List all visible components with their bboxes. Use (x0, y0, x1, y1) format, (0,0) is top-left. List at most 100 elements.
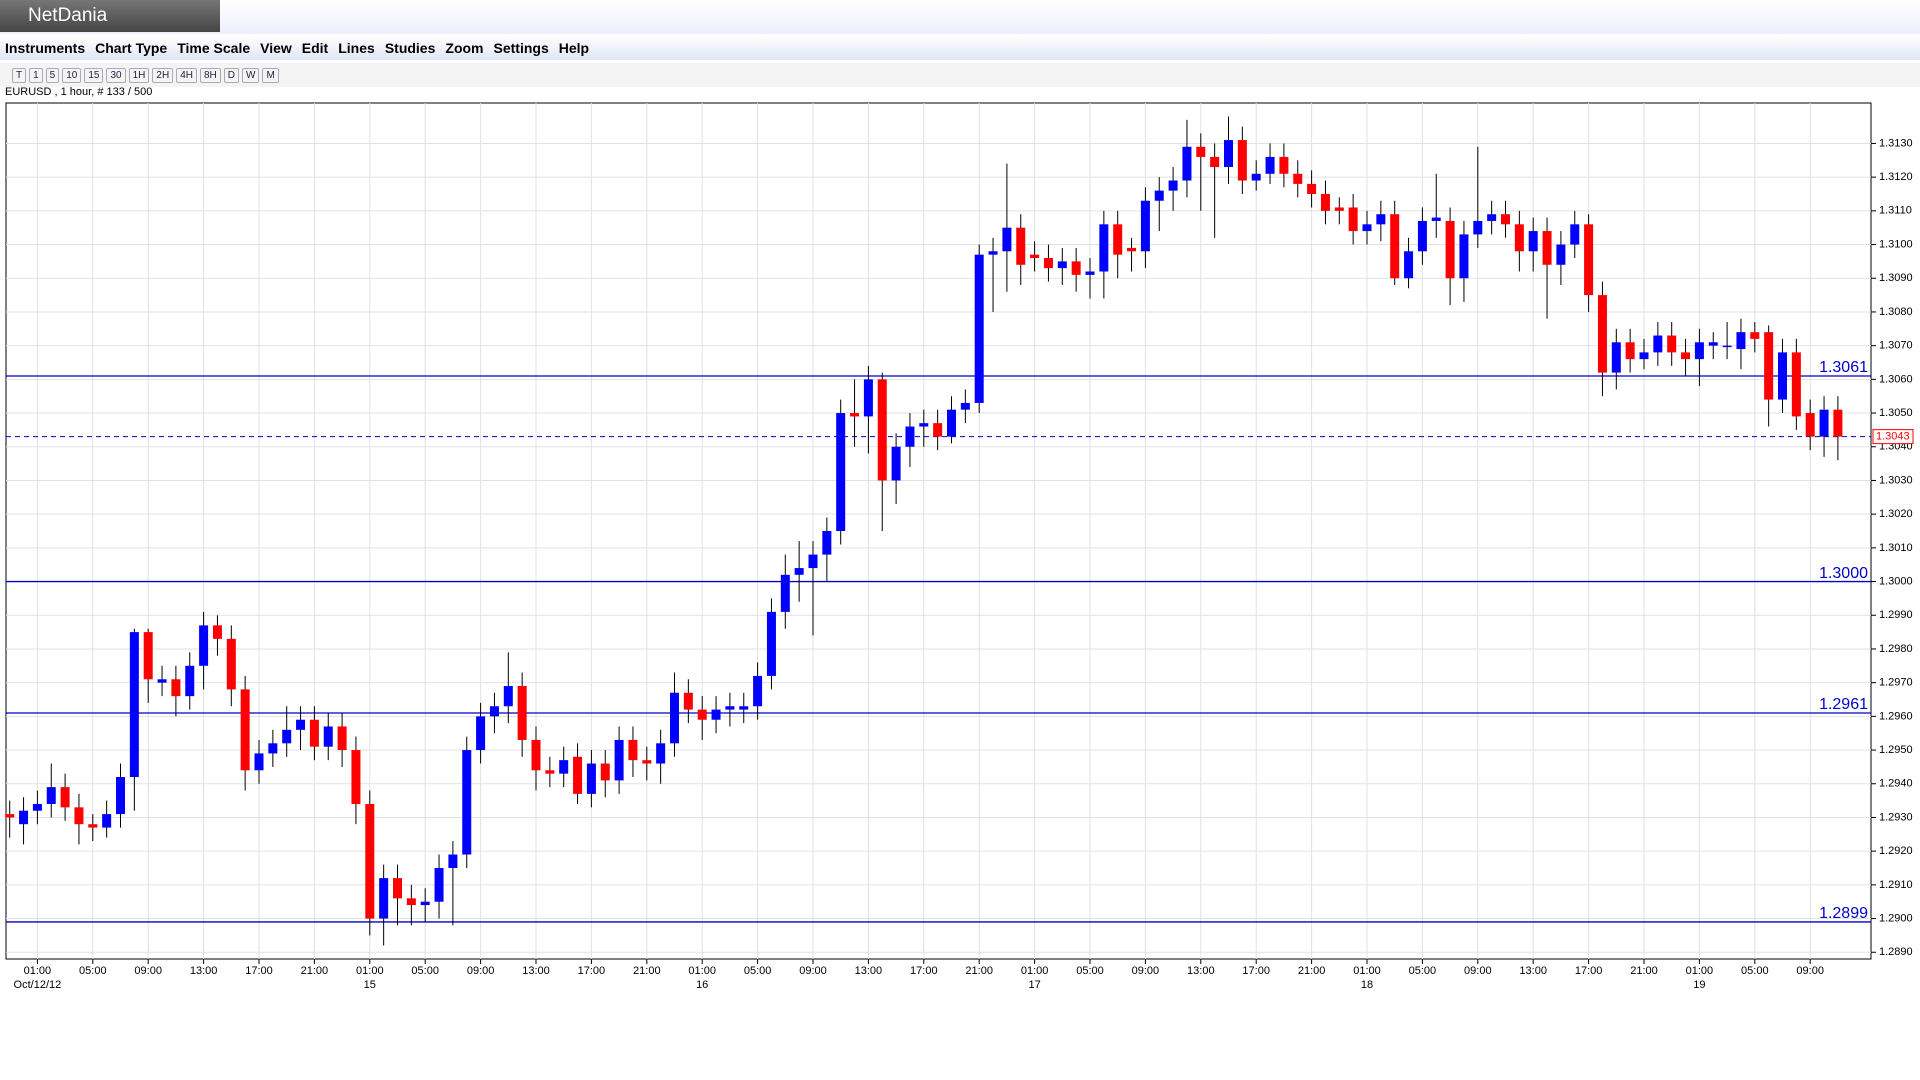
candle-body (877, 379, 887, 481)
y-tick-label: 1.2940 (1879, 778, 1913, 790)
candle-body (1597, 295, 1607, 373)
candle-body (102, 814, 112, 828)
toolbar-button[interactable]: 1H (128, 67, 150, 83)
candle-body (600, 763, 610, 781)
x-tick-label: 13:00 (522, 965, 550, 977)
x-tick-label: 13:00 (1519, 965, 1547, 977)
candle-body (240, 689, 250, 771)
candle-body (1833, 409, 1843, 437)
x-tick-label: 13:00 (1187, 965, 1215, 977)
candle-body (670, 692, 679, 744)
toolbar-button[interactable]: 2H (152, 67, 174, 83)
candle-body (656, 743, 666, 764)
candle-body (1445, 220, 1455, 279)
menu-item[interactable]: Time Scale (177, 40, 251, 56)
y-tick-label: 1.3120 (1879, 171, 1913, 183)
candle-body (1154, 190, 1164, 201)
candle-body (1750, 332, 1760, 339)
candle-body (1722, 345, 1732, 348)
menu-item[interactable]: Chart Type (95, 40, 168, 56)
x-tick-label: 21:00 (633, 965, 661, 977)
date-label: 15 (364, 979, 376, 991)
x-tick-label: 17:00 (1575, 965, 1603, 977)
toolbar-button[interactable]: D (223, 67, 240, 83)
x-tick-label: 09:00 (1796, 965, 1824, 977)
candle-body (739, 706, 749, 710)
candle-body (1307, 183, 1317, 194)
x-tick-label: 13:00 (855, 965, 883, 977)
candle-body (74, 807, 84, 825)
candle-body (1251, 173, 1261, 181)
candle-body (1140, 200, 1150, 252)
candle-body (1334, 207, 1344, 211)
candle-body (766, 611, 776, 676)
candle-body (434, 868, 444, 902)
y-tick-label: 1.3110 (1879, 205, 1912, 217)
y-tick-label: 1.2990 (1879, 609, 1913, 621)
candle-body (1293, 173, 1303, 184)
toolbar-button[interactable]: 30 (106, 67, 126, 83)
candle-body (1127, 247, 1137, 252)
x-tick-label: 05:00 (411, 965, 439, 977)
candle-body (116, 777, 125, 815)
menu-item[interactable]: Lines (338, 40, 375, 56)
toolbar-button[interactable]: 4H (176, 67, 197, 83)
candle-body (1805, 413, 1815, 437)
candle-body (1681, 352, 1691, 360)
candle-body (1667, 335, 1677, 353)
candle-body (1224, 140, 1233, 168)
toolbar-button[interactable]: W (242, 67, 260, 83)
candle-body (863, 379, 873, 417)
y-tick-label: 1.3050 (1879, 407, 1913, 419)
candle-body (947, 409, 956, 437)
candle-body (1196, 146, 1206, 157)
y-tick-label: 1.3020 (1879, 508, 1913, 520)
candle-body (573, 756, 583, 794)
candle-body (1002, 227, 1012, 252)
menu-item[interactable]: View (260, 40, 292, 56)
toolbar-button[interactable]: T (12, 67, 27, 83)
candle-body (1057, 261, 1067, 269)
menu-item[interactable]: Settings (493, 40, 549, 56)
menu-item[interactable]: Edit (301, 40, 329, 56)
candle-body (628, 739, 638, 761)
candle-body (1556, 244, 1566, 265)
candle-body (19, 810, 29, 825)
y-tick-label: 1.2900 (1879, 912, 1913, 924)
candle-body (1030, 254, 1040, 259)
y-tick-label: 1.3130 (1879, 137, 1913, 149)
level-label: 1.2899 (1819, 905, 1868, 922)
candle-body (420, 901, 430, 906)
y-tick-label: 1.3070 (1879, 340, 1913, 352)
toolbar-button[interactable]: 8H (200, 67, 221, 83)
toolbar-button[interactable]: M (262, 67, 279, 83)
toolbar-button[interactable]: 15 (84, 67, 104, 83)
title-bar: NetDania FinanceChart (0, 0, 1920, 58)
last-price-label: 1.3043 (1876, 431, 1910, 443)
y-tick-label: 1.2950 (1879, 744, 1913, 756)
toolbar-button[interactable]: 10 (62, 67, 82, 83)
menu-item[interactable]: Zoom (445, 40, 484, 56)
menu-item[interactable]: Instruments (5, 40, 86, 56)
candle-body (1611, 342, 1621, 373)
level-label: 1.3000 (1819, 565, 1868, 582)
candle-body (1237, 140, 1247, 181)
candle-body (891, 446, 901, 481)
candle-body (462, 750, 472, 855)
candle-body (268, 743, 278, 754)
toolbar-button[interactable]: 5 (45, 67, 60, 83)
toolbar: T 1 5 10 15 30 1H 2H 4H 8H D W M (0, 63, 1920, 87)
y-tick-label: 1.2920 (1879, 845, 1913, 857)
candle-body (1348, 207, 1358, 232)
candle-body (1487, 214, 1497, 221)
toolbar-button[interactable]: 1 (29, 67, 43, 83)
x-tick-label: 09:00 (134, 965, 162, 977)
x-tick-label: 05:00 (744, 965, 772, 977)
menu-item[interactable]: Help (558, 40, 590, 56)
menu-item[interactable]: Studies (384, 40, 436, 56)
candle-body (143, 632, 153, 680)
candle-body (808, 554, 818, 569)
candle-body (974, 254, 984, 403)
candle-body (212, 625, 222, 639)
